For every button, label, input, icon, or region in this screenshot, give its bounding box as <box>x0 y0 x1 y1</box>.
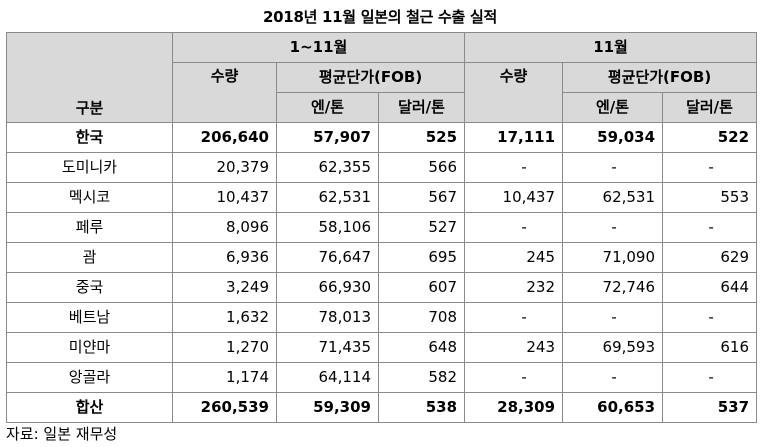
cell-ytd-usd: 582 <box>377 362 466 393</box>
cell-month-qty: - <box>464 302 564 333</box>
cell-ytd-usd: 708 <box>377 302 466 333</box>
cell-month-yen: - <box>562 302 664 333</box>
table-row: 도미니카 20,379 62,355 566- - - <box>6 152 758 183</box>
cell-month-usd: - <box>662 362 758 393</box>
cell-ytd-yen: 66,930 <box>276 272 379 303</box>
cell-month-usd: - <box>662 152 758 183</box>
month-avg-price-header: 평균단가(FOB) <box>562 62 758 93</box>
cell-ytd-yen: 64,114 <box>276 362 379 393</box>
cell-ytd-usd: 695 <box>377 242 466 273</box>
cell-month-yen: 69,593 <box>562 332 664 363</box>
country-cell: 미얀마 <box>6 332 173 363</box>
ytd-qty-header: 수량 <box>172 62 277 123</box>
country-cell: 중국 <box>6 272 173 303</box>
cell-month-qty: - <box>464 152 564 183</box>
export-table: 구분 1~11월 11월 수량 평균단가(FOB) 수량 평균단가(FOB) 엔… <box>6 32 758 423</box>
table-row: 괌 6,936 76,647 695 245 71,090 629 <box>6 242 758 273</box>
ytd-yen-header: 엔/톤 <box>276 92 379 123</box>
cell-ytd-qty: 260,539 <box>172 392 277 423</box>
cell-ytd-usd: 527 <box>377 212 466 243</box>
cell-ytd-yen: 58,106 <box>276 212 379 243</box>
country-cell: 도미니카 <box>6 152 173 183</box>
cell-ytd-qty: 3,249 <box>172 272 277 303</box>
cell-ytd-usd: 648 <box>377 332 466 363</box>
table-body: 한국 206,640 57,907 525 17,111 59,034 522 도미니카 20,… <box>6 122 758 393</box>
cell-month-qty: 232 <box>464 272 564 303</box>
cell-month-usd: 537 <box>662 392 758 423</box>
table-row: 페루 8,096 58,106 527- - - <box>6 212 758 243</box>
country-cell: 한국 <box>6 122 173 153</box>
cell-month-yen: 62,531 <box>562 182 664 213</box>
cell-ytd-qty: 6,936 <box>172 242 277 273</box>
cell-month-usd: - <box>662 212 758 243</box>
table-row: 멕시코 10,437 62,531 567 10,437 62,531 553 <box>6 182 758 213</box>
cell-ytd-usd: 607 <box>377 272 466 303</box>
cell-ytd-qty: 1,270 <box>172 332 277 363</box>
table-title: 2018년 11월 일본의 철근 수출 실적 <box>263 8 497 26</box>
cell-ytd-yen: 57,907 <box>276 122 379 153</box>
cell-month-yen: - <box>562 152 664 183</box>
cell-month-yen: 72,746 <box>562 272 664 303</box>
cell-month-yen: 60,653 <box>562 392 664 423</box>
total-row: 합산 260,539 59,309 538 28,309 60,653 537 <box>6 392 758 423</box>
country-cell: 페루 <box>6 212 173 243</box>
cell-month-yen: - <box>562 362 664 393</box>
cell-month-yen: 59,034 <box>562 122 664 153</box>
cell-month-qty: 245 <box>464 242 564 273</box>
cell-ytd-usd: 538 <box>377 392 466 423</box>
table-row: 앙골라 1,174 64,114 582- - - <box>6 362 758 393</box>
cell-ytd-qty: 10,437 <box>172 182 277 213</box>
source-note: 자료: 일본 재무성 <box>6 425 118 443</box>
cell-ytd-yen: 71,435 <box>276 332 379 363</box>
country-cell: 앙골라 <box>6 362 173 393</box>
cell-month-qty: 243 <box>464 332 564 363</box>
cell-month-qty: 17,111 <box>464 122 564 153</box>
table-row: 미얀마 1,270 71,435 648 243 69,593 616 <box>6 332 758 363</box>
country-cell: 멕시코 <box>6 182 173 213</box>
cell-month-usd: 644 <box>662 272 758 303</box>
cell-ytd-qty: 1,632 <box>172 302 277 333</box>
total-label: 합산 <box>6 392 173 423</box>
ytd-avg-price-header: 평균단가(FOB) <box>275 62 466 93</box>
cell-month-usd: 629 <box>662 242 758 273</box>
category-header: 구분 <box>6 32 173 123</box>
cell-month-usd: - <box>662 302 758 333</box>
cell-month-qty: - <box>464 362 564 393</box>
cell-ytd-usd: 566 <box>377 152 466 183</box>
cell-ytd-usd: 567 <box>377 182 466 213</box>
table-row: 베트남 1,632 78,013 708- - - <box>6 302 758 333</box>
cell-ytd-qty: 1,174 <box>172 362 277 393</box>
cell-month-usd: 616 <box>662 332 758 363</box>
cell-month-usd: 522 <box>662 122 758 153</box>
month-usd-header: 달러/톤 <box>662 92 758 123</box>
month-qty-header: 수량 <box>464 62 564 123</box>
ytd-header: 1~11월 <box>171 32 466 63</box>
cell-month-qty: 10,437 <box>464 182 564 213</box>
table-row: 한국 206,640 57,907 525 17,111 59,034 522 <box>6 122 758 153</box>
month-header: 11월 <box>464 32 758 63</box>
cell-ytd-yen: 62,355 <box>276 152 379 183</box>
cell-ytd-qty: 8,096 <box>172 212 277 243</box>
cell-ytd-yen: 76,647 <box>276 242 379 273</box>
cell-month-usd: 553 <box>662 182 758 213</box>
table-row: 중국 3,249 66,930 607 232 72,746 644 <box>6 272 758 303</box>
cell-month-yen: - <box>562 212 664 243</box>
cell-ytd-qty: 20,379 <box>172 152 277 183</box>
country-cell: 베트남 <box>6 302 173 333</box>
cell-ytd-usd: 525 <box>377 122 466 153</box>
cell-ytd-yen: 78,013 <box>276 302 379 333</box>
cell-month-qty: - <box>464 212 564 243</box>
cell-month-qty: 28,309 <box>464 392 564 423</box>
cell-ytd-yen: 62,531 <box>276 182 379 213</box>
cell-ytd-yen: 59,309 <box>276 392 379 423</box>
country-cell: 괌 <box>6 242 173 273</box>
ytd-usd-header: 달러/톤 <box>377 92 466 123</box>
month-yen-header: 엔/톤 <box>562 92 664 123</box>
cell-ytd-qty: 206,640 <box>172 122 277 153</box>
cell-month-yen: 71,090 <box>562 242 664 273</box>
